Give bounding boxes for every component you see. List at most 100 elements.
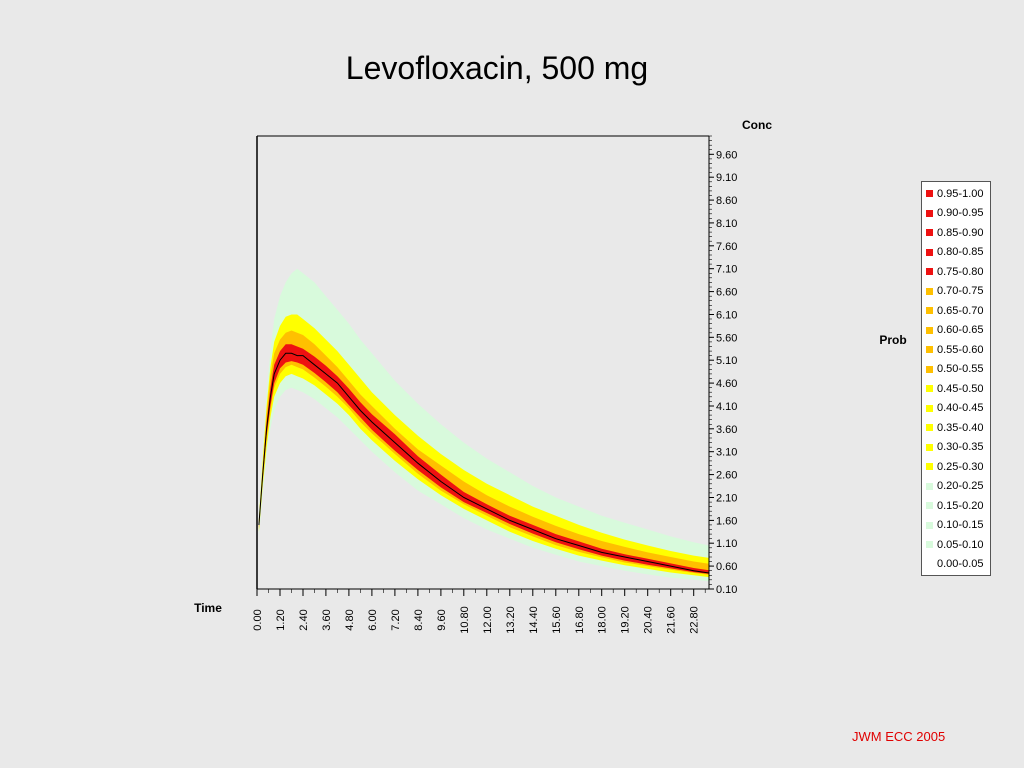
y-tick-label: 6.60 <box>716 287 737 299</box>
legend-label: 0.25-0.30 <box>937 460 984 473</box>
legend-item: 0.30-0.35 <box>922 438 990 458</box>
x-tick-label: 8.40 <box>413 609 425 630</box>
y-tick-label: 3.10 <box>716 447 737 459</box>
legend-swatch <box>926 521 933 529</box>
legend-item: 0.85-0.90 <box>922 223 990 243</box>
slide-title: Levofloxacin, 500 mg <box>345 50 649 86</box>
x-tick-label: 18.00 <box>597 606 609 634</box>
y-tick-label: 7.60 <box>716 241 737 253</box>
legend-label: 0.20-0.25 <box>937 480 984 493</box>
legend-swatch <box>926 541 933 549</box>
legend-swatch <box>926 365 933 373</box>
x-tick-label: 4.80 <box>344 609 356 630</box>
legend-label: 0.75-0.80 <box>937 265 984 278</box>
legend-label: 0.95-1.00 <box>937 187 984 200</box>
legend-label: 0.90-0.95 <box>937 207 984 220</box>
y-tick-label: 7.10 <box>716 264 737 276</box>
legend-label: 0.15-0.20 <box>937 499 984 512</box>
legend-label: 0.30-0.35 <box>937 441 984 454</box>
legend-item: 0.15-0.20 <box>922 496 990 516</box>
x-tick-label: 20.40 <box>643 606 655 634</box>
x-tick-label: 0.00 <box>252 609 264 630</box>
legend-label: 0.05-0.10 <box>937 538 984 551</box>
y-tick-label: 4.10 <box>716 401 737 413</box>
y-tick-label: 5.60 <box>716 332 737 344</box>
x-tick-label: 1.20 <box>275 609 287 630</box>
y-tick-label: 0.10 <box>716 584 737 596</box>
legend-swatch <box>926 326 933 334</box>
x-tick-label: 7.20 <box>390 609 402 630</box>
x-tick-label: 3.60 <box>321 609 333 630</box>
legend-label: 0.35-0.40 <box>937 421 984 434</box>
legend-item: 0.70-0.75 <box>922 282 990 302</box>
colorbar-title: Prob <box>879 333 906 347</box>
legend-item: 0.50-0.55 <box>922 360 990 380</box>
legend-label: 0.60-0.65 <box>937 324 984 337</box>
legend-swatch <box>926 385 933 393</box>
x-tick-label: 10.80 <box>459 606 471 634</box>
legend-label: 0.40-0.45 <box>937 402 984 415</box>
legend-label: 0.50-0.55 <box>937 363 984 376</box>
legend-item: 0.20-0.25 <box>922 477 990 497</box>
legend-item: 0.65-0.70 <box>922 301 990 321</box>
legend-item: 0.60-0.65 <box>922 321 990 341</box>
y-tick-label: 2.10 <box>716 493 737 505</box>
y-axis-title: Conc <box>742 118 772 132</box>
y-axis-ticks: 0.10 0.60 1.10 1.60 2.10 2.60 3.10 3.60 4.10 4.60… <box>709 135 737 596</box>
legend-item: 0.05-0.10 <box>922 535 990 555</box>
legend-item: 0.00-0.05 <box>922 555 990 575</box>
legend-item: 0.45-0.50 <box>922 379 990 399</box>
x-tick-label: 22.80 <box>689 606 701 634</box>
legend-swatch <box>926 560 933 568</box>
legend-swatch <box>926 190 933 198</box>
x-tick-label: 21.60 <box>666 606 678 634</box>
legend-label: 0.80-0.85 <box>937 246 984 259</box>
y-tick-label: 2.60 <box>716 470 737 482</box>
legend-item: 0.10-0.15 <box>922 516 990 536</box>
legend-swatch <box>926 424 933 432</box>
legend-item: 0.95-1.00 <box>922 184 990 204</box>
legend-swatch <box>926 463 933 471</box>
y-tick-label: 6.10 <box>716 310 737 322</box>
x-tick-label: 13.20 <box>505 606 517 634</box>
legend-label: 0.85-0.90 <box>937 226 984 239</box>
legend-swatch <box>926 248 933 256</box>
legend-swatch <box>926 287 933 295</box>
y-tick-label: 8.10 <box>716 218 737 230</box>
legend-label: 0.55-0.60 <box>937 343 984 356</box>
legend-label: 0.45-0.50 <box>937 382 984 395</box>
legend-label: 0.65-0.70 <box>937 304 984 317</box>
legend-item: 0.55-0.60 <box>922 340 990 360</box>
legend-label: 0.70-0.75 <box>937 285 984 298</box>
x-tick-label: 19.20 <box>620 606 632 634</box>
x-axis-ticks: 0.00 1.20 2.40 3.60 4.80 6.00 7.20 8.40 9.60 10.8… <box>252 589 706 634</box>
legend-swatch <box>926 404 933 412</box>
legend-label: 0.00-0.05 <box>937 558 984 571</box>
x-tick-label: 14.40 <box>528 606 540 634</box>
legend-swatch <box>926 346 933 354</box>
y-tick-label: 9.10 <box>716 172 737 184</box>
y-tick-label: 0.60 <box>716 561 737 573</box>
y-tick-label: 1.60 <box>716 515 737 527</box>
legend-item: 0.80-0.85 <box>922 243 990 263</box>
x-tick-label: 16.80 <box>574 606 586 634</box>
x-tick-label: 12.00 <box>482 606 494 634</box>
legend-swatch <box>926 268 933 276</box>
y-tick-label: 1.10 <box>716 538 737 550</box>
legend-swatch <box>926 307 933 315</box>
y-tick-label: 5.10 <box>716 355 737 367</box>
median-curve <box>258 352 710 574</box>
legend-item: 0.25-0.30 <box>922 457 990 477</box>
y-tick-label: 8.60 <box>716 195 737 207</box>
y-tick-label: 4.60 <box>716 378 737 390</box>
probability-bands <box>258 268 709 582</box>
legend-item: 0.40-0.45 <box>922 399 990 419</box>
x-tick-label: 15.60 <box>551 606 563 634</box>
legend: 0.95-1.00 0.90-0.95 0.85-0.90 0.80-0.85 0.75… <box>921 181 991 576</box>
legend-swatch <box>926 502 933 510</box>
legend-swatch <box>926 209 933 217</box>
legend-swatch <box>926 229 933 237</box>
x-tick-label: 9.60 <box>436 609 448 630</box>
x-axis-title: Time <box>194 601 222 615</box>
